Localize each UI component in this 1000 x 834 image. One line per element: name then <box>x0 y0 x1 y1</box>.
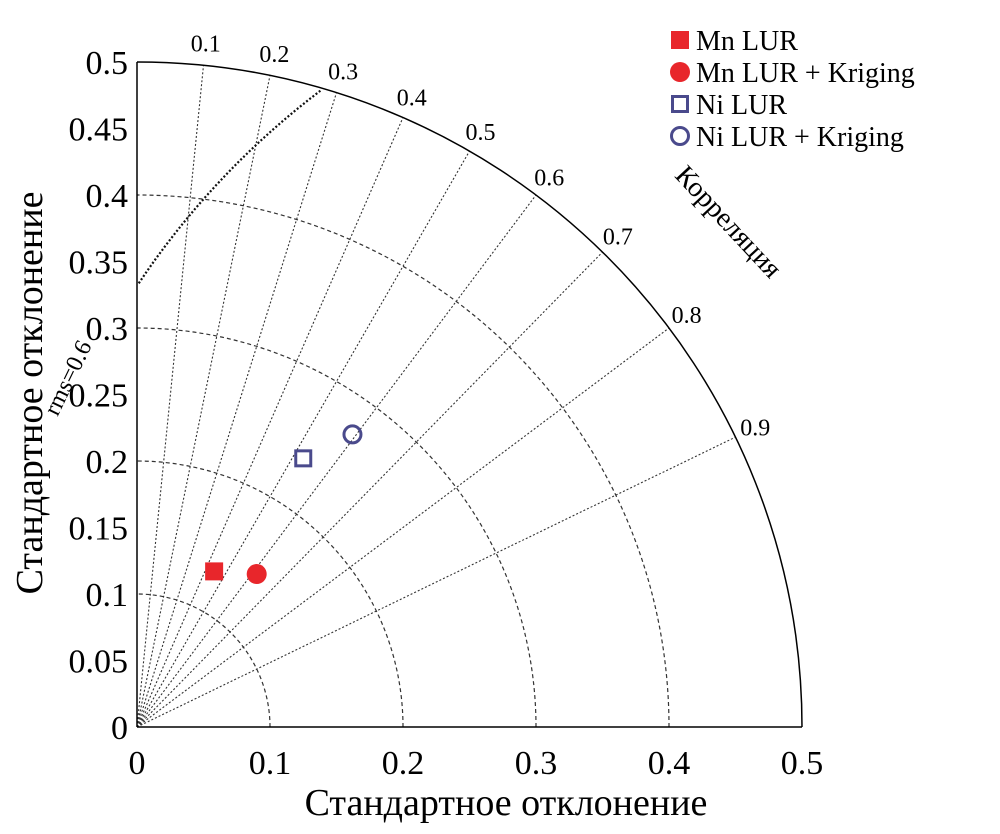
y-tick-label: 0.35 <box>69 245 129 282</box>
data-point <box>205 562 224 581</box>
data-point <box>246 564 267 585</box>
correlation-ray <box>136 75 271 728</box>
legend-label: Ni LUR + Kriging <box>696 122 904 153</box>
x-tick-label: 0.5 <box>781 745 824 782</box>
y-tick-label: 0.15 <box>69 511 129 548</box>
y-tick-label: 0 <box>111 710 128 747</box>
correlation-ray <box>136 150 470 728</box>
marker-layer <box>205 424 363 585</box>
correlation-ray <box>136 251 603 728</box>
legend-marker <box>671 31 689 49</box>
correlation-title: Корреляция <box>669 160 788 285</box>
correlation-ray <box>136 436 736 728</box>
y-axis-title: Стандартное отклонение <box>9 192 51 595</box>
legend-marker <box>670 126 690 146</box>
data-point <box>342 424 363 445</box>
y-tick-label: 0.4 <box>86 178 129 215</box>
correlation-ray <box>136 327 670 728</box>
std-arc <box>136 194 670 728</box>
y-tick-label: 0.25 <box>69 378 129 415</box>
std-arc <box>136 327 537 728</box>
legend-label: Ni LUR <box>696 90 787 121</box>
correlation-ray <box>136 92 338 728</box>
correlation-tick-label: 0.7 <box>603 224 633 250</box>
correlation-tick-label: 0.5 <box>466 120 496 146</box>
std-arc <box>136 593 271 728</box>
rms-contour <box>137 89 322 285</box>
correlation-ray <box>136 194 537 728</box>
axis-layer <box>136 61 803 728</box>
y-tick-label: 0.2 <box>86 444 129 481</box>
y-tick-label: 0.45 <box>69 112 129 149</box>
x-tick-label: 0.4 <box>648 745 691 782</box>
y-tick-label: 0.3 <box>86 311 129 348</box>
legend-label: Mn LUR <box>696 26 798 57</box>
correlation-tick-label: 0.2 <box>259 42 289 68</box>
correlation-tick-label: 0.8 <box>672 303 702 329</box>
x-tick-label: 0.3 <box>515 745 558 782</box>
grid-layer <box>136 65 736 728</box>
y-tick-label: 0.05 <box>69 644 129 681</box>
x-tick-label: 0.1 <box>249 745 292 782</box>
x-axis-title: Стандартное отклонение <box>305 782 708 824</box>
correlation-tick-label: 0.4 <box>397 85 427 111</box>
correlation-tick-label: 0.6 <box>534 165 564 191</box>
correlation-ray <box>136 65 205 728</box>
x-tick-label: 0 <box>129 745 146 782</box>
correlation-tick-label: 0.9 <box>740 416 770 442</box>
correlation-tick-label: 0.1 <box>191 31 221 57</box>
label-layer: rms=0.6rms=0.7rms=0.8rms=0.9rms=1.000.10… <box>40 31 824 782</box>
legend-label: Mn LUR + Kriging <box>696 58 915 89</box>
correlation-ray <box>136 117 404 728</box>
outer-arc <box>136 61 803 728</box>
x-tick-label: 0.2 <box>382 745 425 782</box>
correlation-tick-label: 0.3 <box>328 60 358 86</box>
legend-marker <box>670 62 690 82</box>
std-arc <box>136 460 404 728</box>
legend-marker <box>671 95 689 113</box>
y-tick-label: 0.1 <box>86 577 129 614</box>
y-tick-label: 0.5 <box>86 45 129 82</box>
data-point <box>294 449 313 468</box>
